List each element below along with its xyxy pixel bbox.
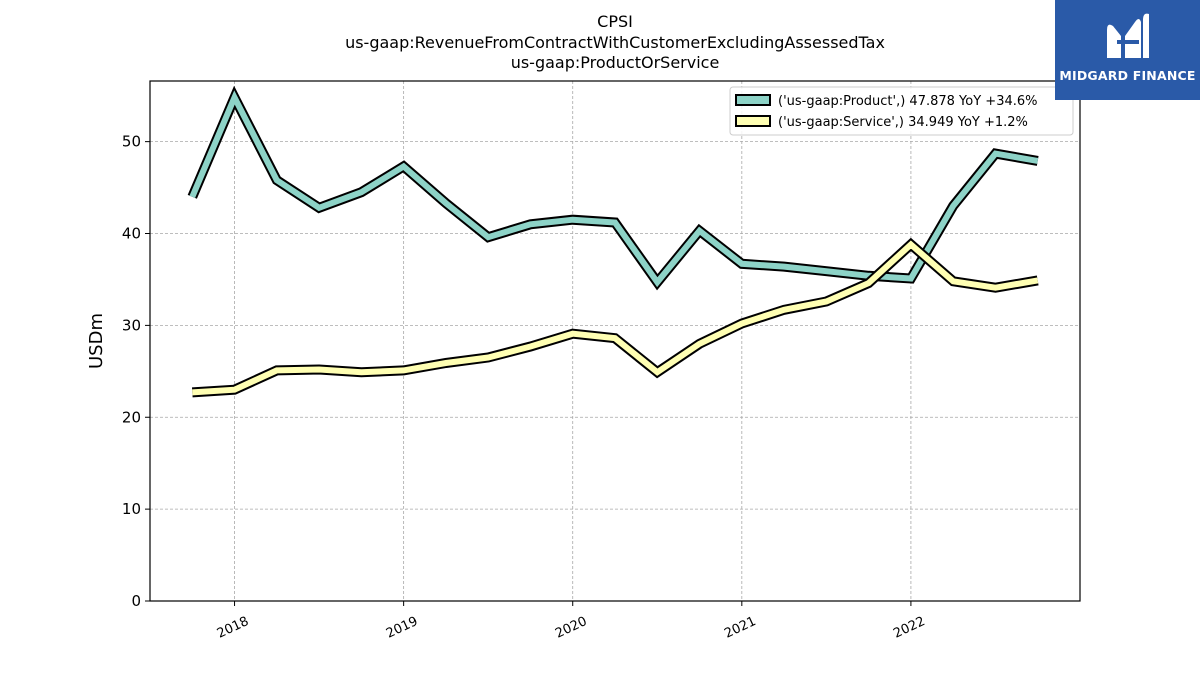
x-tick-label: 2022 — [891, 614, 927, 642]
legend: ('us-gaap:Product',) 47.878 YoY +34.6% ('… — [729, 86, 1074, 136]
x-tick-label: 2019 — [384, 614, 420, 642]
chart-title-line-2: us-gaap:RevenueFromContractWithCustomerE… — [345, 33, 885, 52]
y-tick-label: 20 — [122, 408, 141, 426]
y-tick-label: 40 — [122, 225, 141, 243]
axis-ticks: 0 10 20 30 40 50 2018 2019 2020 2021 2022 — [122, 133, 928, 642]
logo: MIDGARD FINANCE — [1055, 0, 1200, 100]
series-lines — [187, 85, 1039, 398]
logo-text: MIDGARD FINANCE — [1059, 68, 1196, 83]
chart-title-line-3: us-gaap:ProductOrService — [511, 53, 720, 72]
legend-swatch-1 — [735, 115, 771, 127]
y-axis-label: USDm — [86, 313, 107, 369]
legend-swatch-0 — [735, 94, 771, 106]
y-tick-label: 30 — [122, 316, 141, 334]
plot-area-frame — [149, 80, 1081, 602]
y-tick-label: 10 — [122, 500, 141, 518]
x-tick-label: 2018 — [215, 614, 251, 642]
grid-lines — [150, 81, 1080, 601]
y-tick-label: 0 — [131, 592, 141, 610]
chart-title: CPSI us-gaap:RevenueFromContractWithCust… — [345, 12, 885, 72]
x-tick-label: 2020 — [553, 614, 589, 642]
legend-label-1: ('us-gaap:Service',) 34.949 YoY +1.2% — [778, 115, 1028, 130]
legend-label-0: ('us-gaap:Product',) 47.878 YoY +34.6% — [778, 94, 1038, 109]
logo-mark-icon — [1107, 13, 1149, 59]
series-line-1 — [192, 240, 1039, 396]
series-line-0 — [189, 90, 1039, 288]
x-tick-label: 2021 — [722, 614, 758, 642]
y-tick-label: 50 — [122, 133, 141, 151]
chart-title-line-1: CPSI — [597, 12, 633, 31]
legend-box — [729, 86, 1074, 136]
